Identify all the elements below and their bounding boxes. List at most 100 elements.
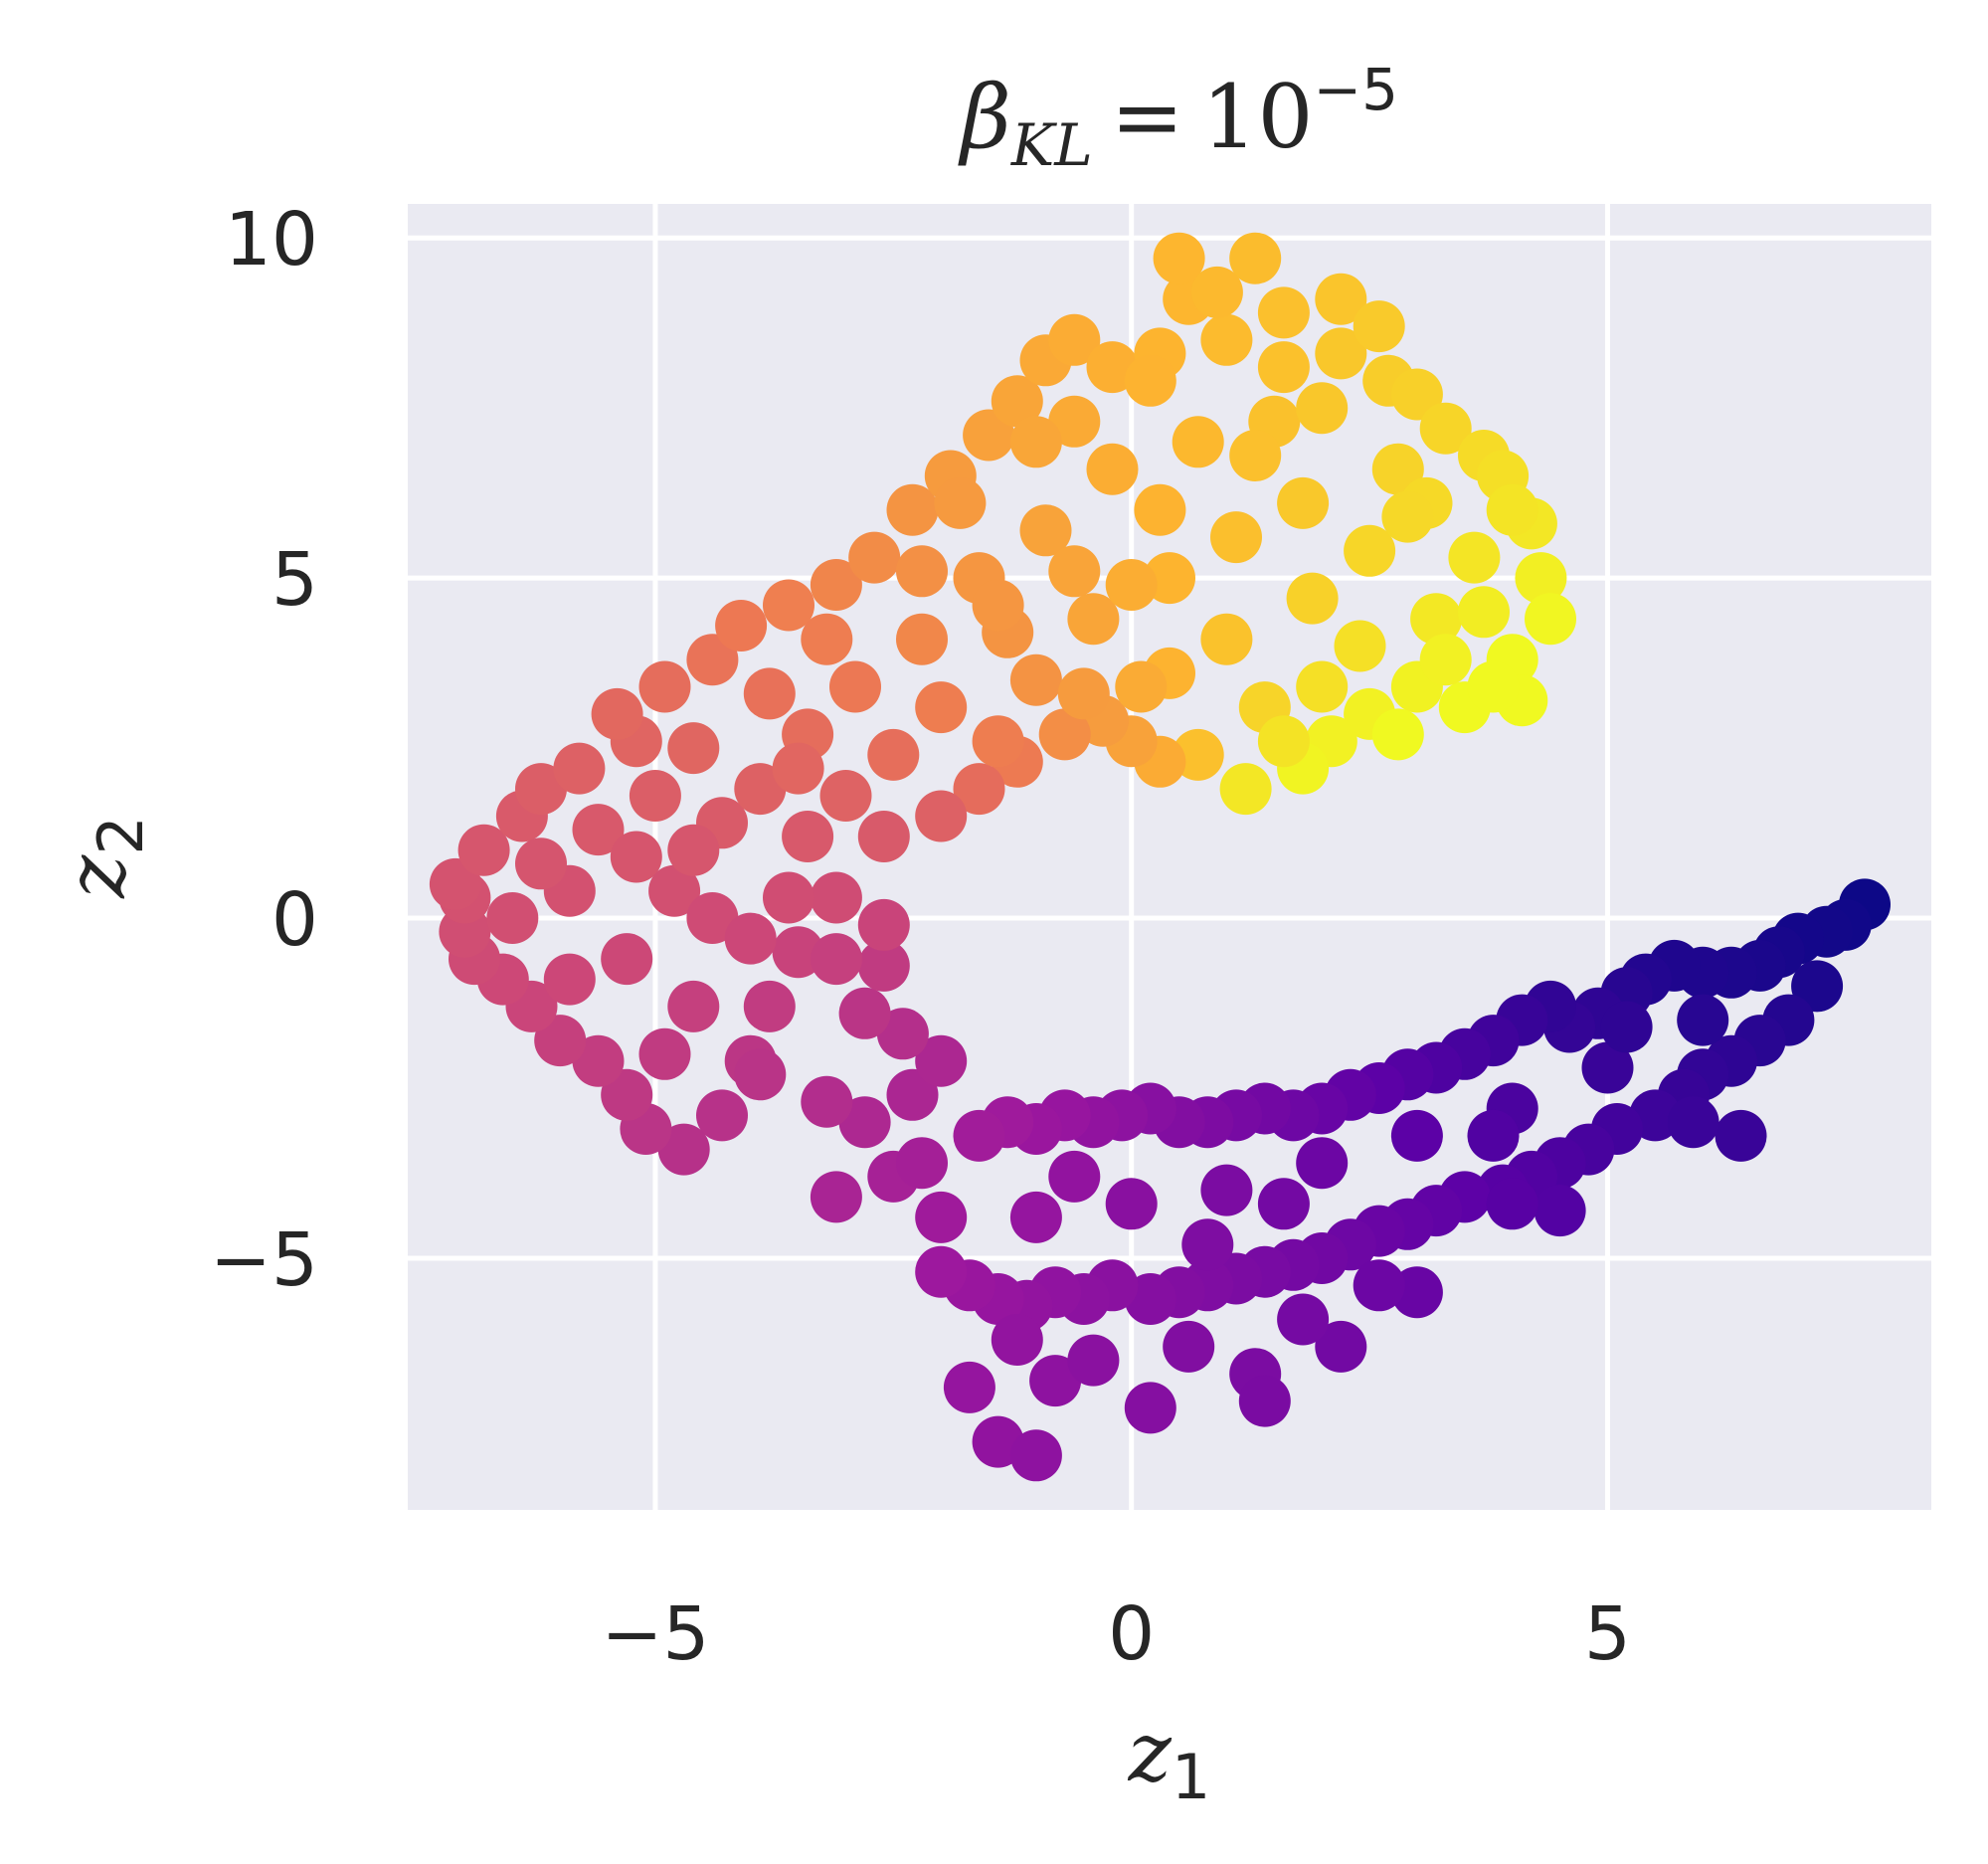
- data-point: [1296, 1137, 1349, 1190]
- data-point: [686, 892, 739, 944]
- data-point: [1534, 1185, 1586, 1237]
- data-point: [1038, 708, 1091, 761]
- x-axis-label: z1: [1128, 1706, 1211, 1813]
- data-point: [591, 687, 643, 740]
- data-point: [515, 763, 567, 816]
- data-point: [801, 613, 853, 665]
- data-point: [857, 939, 910, 992]
- data-point: [667, 824, 720, 876]
- data-point: [429, 857, 481, 910]
- data-point: [915, 1245, 968, 1298]
- data-point: [1353, 1259, 1405, 1312]
- y-axis-label: z2: [50, 816, 157, 899]
- data-point: [1153, 232, 1205, 284]
- data-point: [1715, 1109, 1767, 1162]
- y-tick-label: 10: [225, 197, 318, 282]
- data-point: [734, 763, 787, 816]
- data-point: [486, 892, 539, 944]
- data-point: [1009, 1191, 1062, 1243]
- title-exponent: −5: [1313, 56, 1398, 123]
- data-point: [515, 838, 567, 890]
- data-point: [848, 531, 901, 584]
- data-point: [772, 926, 824, 979]
- y-axis-ticks: −5 0 5 10: [210, 197, 318, 1303]
- data-point: [638, 660, 691, 713]
- data-point: [1286, 572, 1339, 625]
- data-point: [1105, 559, 1158, 611]
- data-point: [1048, 313, 1101, 366]
- data-point: [972, 579, 1024, 632]
- data-point: [1257, 286, 1310, 339]
- data-point: [610, 831, 662, 883]
- x-axis-symbol: z: [1128, 1706, 1173, 1800]
- data-point: [1257, 1178, 1310, 1230]
- data-point: [991, 1314, 1043, 1366]
- title-subscript: KL: [1010, 111, 1093, 179]
- data-point: [601, 933, 653, 986]
- data-point: [829, 660, 881, 713]
- data-point: [934, 476, 987, 529]
- data-point: [972, 715, 1024, 768]
- data-point: [715, 600, 768, 652]
- x-axis-subscript: 1: [1172, 1741, 1210, 1813]
- data-point: [1581, 1041, 1634, 1094]
- data-point: [1390, 1109, 1443, 1162]
- data-point: [876, 1008, 929, 1060]
- data-point: [1048, 545, 1101, 598]
- data-point: [1371, 708, 1424, 761]
- data-point: [667, 722, 720, 775]
- data-point: [724, 912, 777, 965]
- data-point: [1677, 994, 1729, 1046]
- data-point: [1296, 382, 1349, 435]
- data-point: [543, 953, 596, 1006]
- data-point: [1315, 273, 1367, 325]
- data-point: [1791, 960, 1844, 1013]
- data-point: [1009, 653, 1062, 706]
- data-point: [1048, 1150, 1101, 1203]
- data-point: [915, 1191, 968, 1243]
- data-point: [1467, 1109, 1520, 1162]
- data-point: [1172, 728, 1224, 781]
- data-point: [1200, 613, 1253, 665]
- data-point: [1144, 552, 1195, 605]
- y-axis-subscript: 2: [85, 816, 157, 854]
- data-point: [1344, 524, 1396, 577]
- data-point: [1458, 586, 1510, 639]
- data-point: [1229, 430, 1282, 481]
- data-point: [1029, 1355, 1082, 1407]
- data-point: [553, 742, 606, 795]
- data-point: [1019, 504, 1072, 557]
- data-point: [1210, 511, 1262, 564]
- x-tick-label: 0: [1108, 1591, 1155, 1677]
- data-point: [857, 811, 910, 862]
- data-point: [1381, 490, 1434, 543]
- data-point: [1124, 1382, 1176, 1434]
- data-point: [1419, 634, 1472, 686]
- data-point: [1315, 327, 1367, 380]
- data-point: [572, 804, 625, 856]
- data-point: [1172, 416, 1224, 468]
- data-point: [1296, 660, 1349, 713]
- data-point: [734, 1048, 787, 1101]
- data-point: [696, 1089, 748, 1142]
- data-point: [915, 1034, 968, 1087]
- data-point: [657, 1123, 710, 1176]
- data-point: [1115, 660, 1168, 713]
- data-point: [819, 770, 872, 822]
- data-point: [763, 579, 814, 632]
- data-point: [1105, 1178, 1158, 1230]
- data-points: [429, 232, 1891, 1482]
- data-point: [915, 681, 968, 734]
- data-point: [1067, 1334, 1120, 1387]
- data-point: [1134, 483, 1186, 536]
- data-point: [896, 545, 948, 598]
- data-point: [1163, 1320, 1215, 1373]
- data-point: [686, 634, 739, 686]
- data-point: [1315, 1320, 1367, 1373]
- data-point: [1410, 593, 1463, 646]
- data-point: [1525, 593, 1576, 646]
- data-point: [1667, 1096, 1719, 1149]
- data-point: [886, 1068, 939, 1121]
